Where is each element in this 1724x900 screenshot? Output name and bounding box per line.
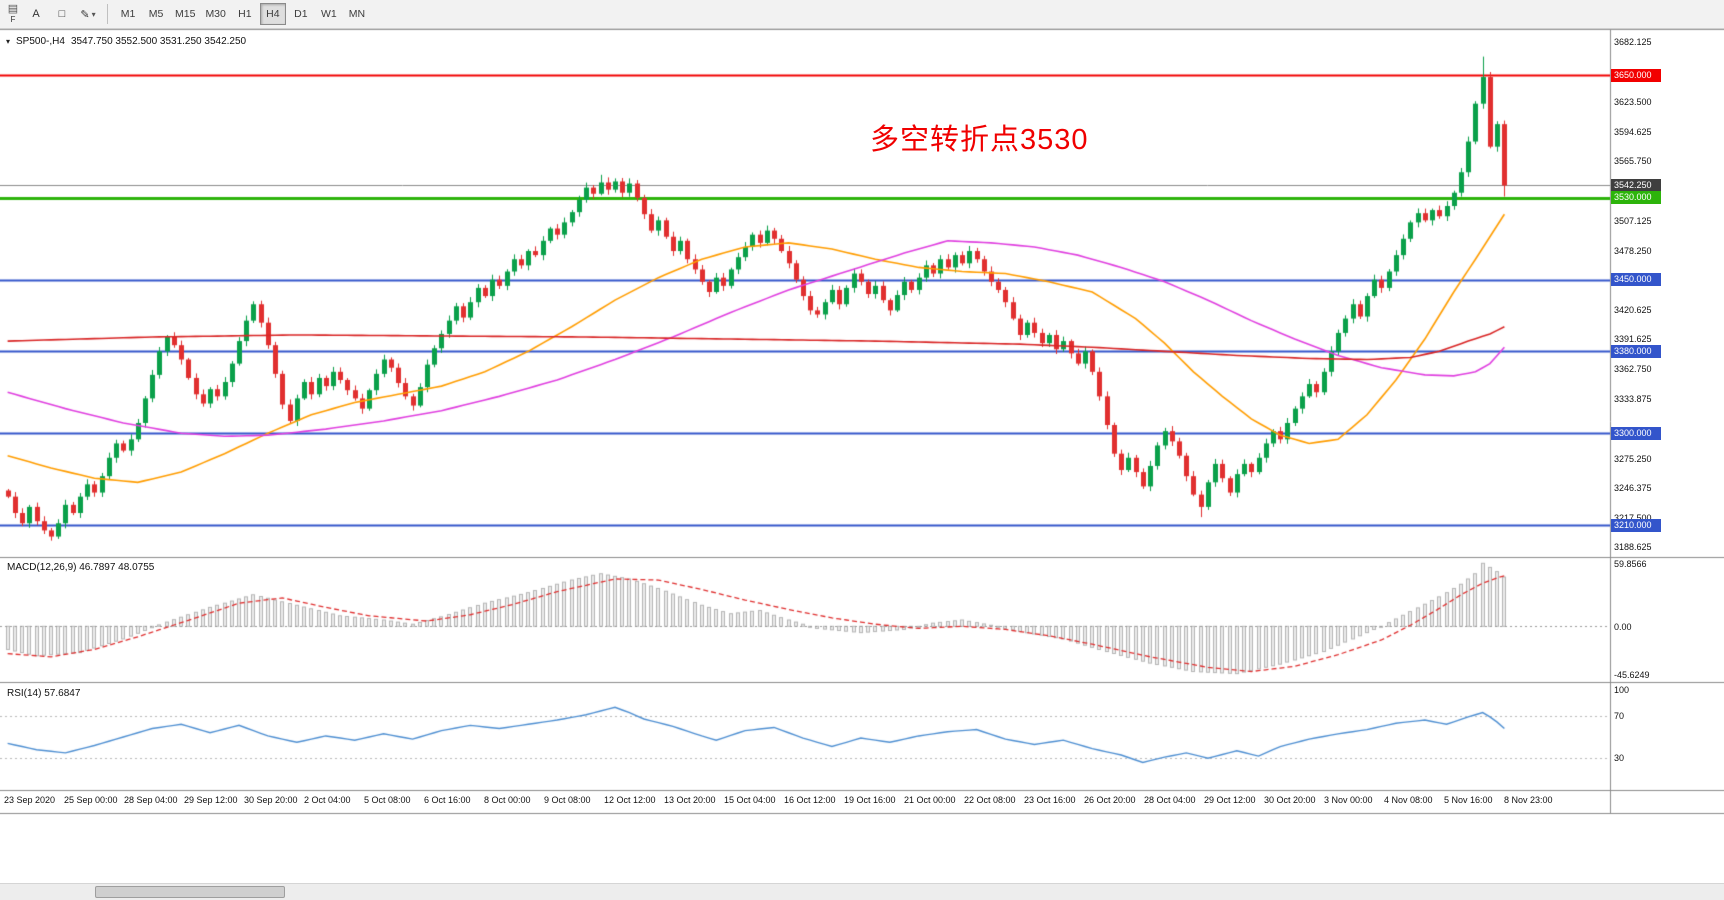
timeframe-button-m15[interactable]: M15 [171,3,199,25]
top-toolbar: ▤ F A □ ✎ ▾ M1 M5 M15 M30 H1 H4 D1 W1 MN [0,0,1724,29]
macd-indicator-label: MACD(12,26,9) 46.7897 48.0755 [7,562,155,573]
cursor-tool-button[interactable]: A [24,3,48,25]
draw-tool-button[interactable]: ✎ ▾ [76,3,100,25]
chevron-down-icon: ▾ [91,9,96,19]
timeframe-button-w1[interactable]: W1 [316,3,342,25]
toolbar-separator [107,4,108,24]
rsi-indicator-label: RSI(14) 57.6847 [7,688,81,699]
timeframe-button-mn[interactable]: MN [344,3,370,25]
timeframe-button-d1[interactable]: D1 [288,3,314,25]
tick-chart-icon[interactable]: ▤ [7,3,19,15]
timeframe-button-m1[interactable]: M1 [115,3,141,25]
trendline-annotation-text: 多空转折点3530 [870,124,1089,156]
timeframe-button-m5[interactable]: M5 [143,3,169,25]
chart-title: ▾ SP500-,H4 3547.750 3552.500 3531.250 3… [6,36,246,47]
timeframe-button-h1[interactable]: H1 [232,3,258,25]
horizontal-scrollbar-thumb[interactable] [95,886,285,898]
timeframe-button-m30[interactable]: M30 [201,3,229,25]
chart-menu-icon[interactable]: ▾ [6,37,11,46]
chart-mode-group: ▤ F [3,4,23,24]
timeframe-group: M1 M5 M15 M30 H1 H4 D1 W1 MN [114,3,371,25]
horizontal-scrollbar-track[interactable] [0,883,1724,900]
pencil-icon: ✎ [80,8,90,21]
timeframe-button-h4[interactable]: H4 [259,3,286,25]
chart-symbol-label: SP500-,H4 [16,36,65,47]
f-key-label: F [10,15,16,24]
frame-tool-button[interactable]: □ [50,3,74,25]
chart-ohlc-values: 3547.750 3552.500 3531.250 3542.250 [70,36,247,47]
